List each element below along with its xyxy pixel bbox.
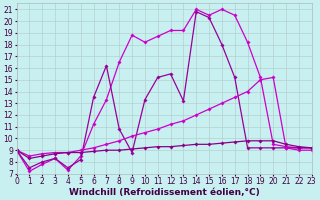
X-axis label: Windchill (Refroidissement éolien,°C): Windchill (Refroidissement éolien,°C) xyxy=(69,188,260,197)
